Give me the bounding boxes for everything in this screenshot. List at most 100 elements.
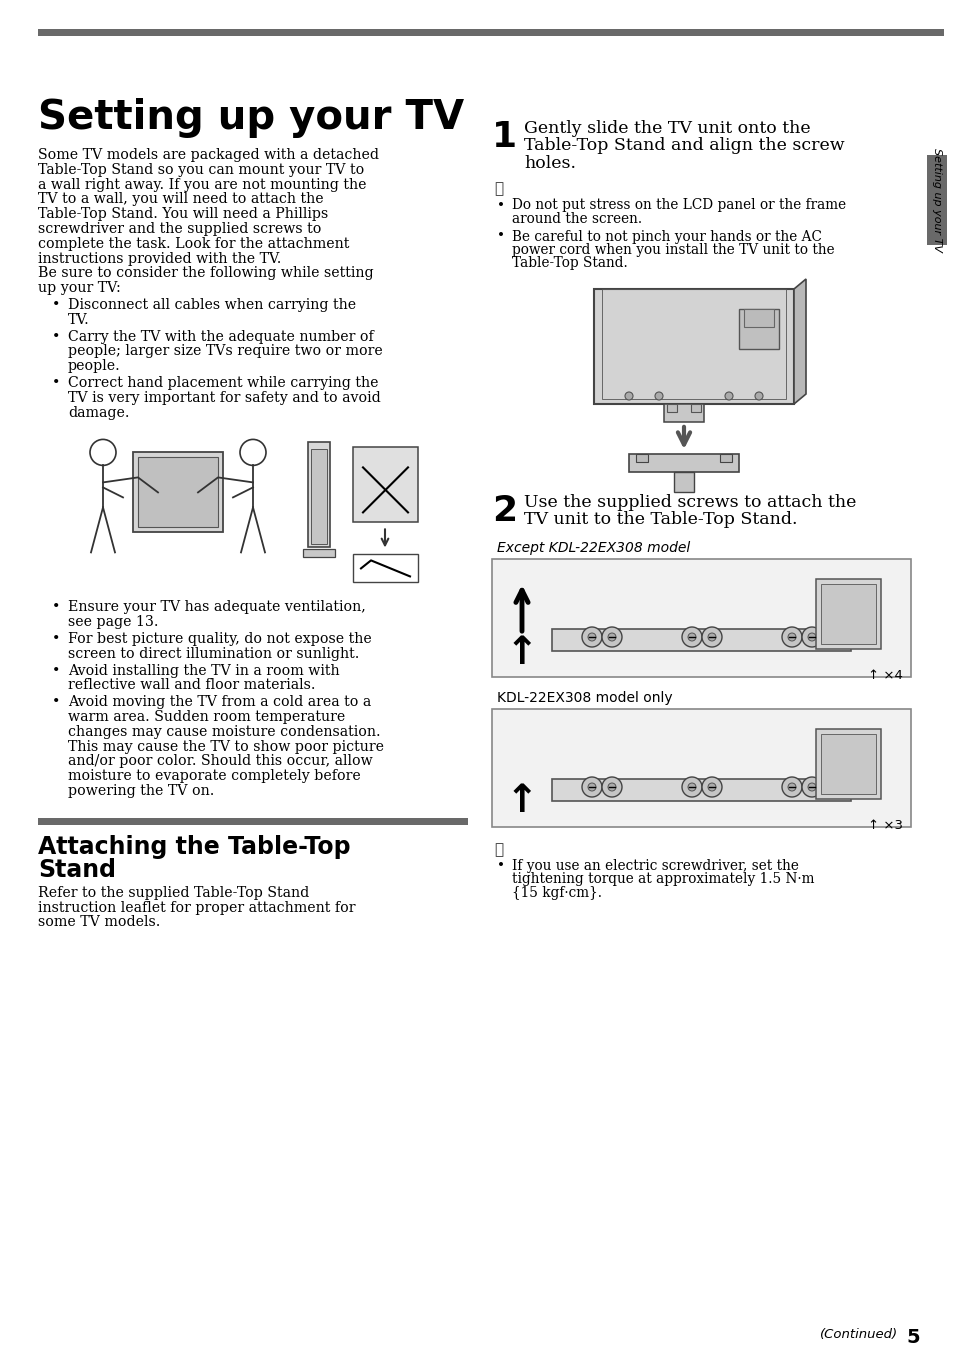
- Text: and/or poor color. Should this occur, allow: and/or poor color. Should this occur, al…: [68, 754, 373, 769]
- Circle shape: [681, 626, 701, 647]
- Text: This may cause the TV to show poor picture: This may cause the TV to show poor pictu…: [68, 739, 384, 754]
- Text: •: •: [497, 858, 504, 873]
- Text: Be sure to consider the following while setting: Be sure to consider the following while …: [38, 266, 374, 281]
- Bar: [628, 454, 739, 472]
- Text: For best picture quality, do not expose the: For best picture quality, do not expose …: [68, 632, 372, 645]
- Text: Correct hand placement while carrying the: Correct hand placement while carrying th…: [68, 376, 378, 391]
- Text: •: •: [497, 198, 504, 213]
- Circle shape: [601, 777, 621, 797]
- Text: •: •: [52, 601, 60, 614]
- Text: tightening torque at approximately 1.5 N·m: tightening torque at approximately 1.5 N…: [512, 872, 814, 887]
- Text: holes.: holes.: [523, 155, 576, 172]
- Polygon shape: [793, 279, 805, 404]
- Bar: [739, 309, 779, 348]
- Bar: [821, 584, 875, 644]
- Text: powering the TV on.: powering the TV on.: [68, 784, 214, 797]
- Bar: [690, 404, 700, 412]
- Bar: [636, 454, 647, 462]
- Circle shape: [587, 633, 596, 641]
- Circle shape: [754, 392, 762, 400]
- Circle shape: [701, 626, 721, 647]
- Text: TV is very important for safety and to avoid: TV is very important for safety and to a…: [68, 391, 380, 405]
- Circle shape: [781, 626, 801, 647]
- Text: Table-Top Stand so you can mount your TV to: Table-Top Stand so you can mount your TV…: [38, 163, 364, 176]
- Circle shape: [681, 777, 701, 797]
- Text: Carry the TV with the adequate number of: Carry the TV with the adequate number of: [68, 330, 374, 343]
- Text: Stand: Stand: [38, 858, 116, 881]
- Text: some TV models.: some TV models.: [38, 915, 160, 929]
- Circle shape: [687, 633, 696, 641]
- Text: ↑ ×4: ↑ ×4: [867, 669, 902, 682]
- Bar: [926, 155, 946, 245]
- Bar: [594, 289, 793, 404]
- Text: Table-Top Stand.: Table-Top Stand.: [512, 256, 627, 270]
- Text: •: •: [52, 632, 60, 645]
- Text: warm area. Sudden room temperature: warm area. Sudden room temperature: [68, 711, 345, 724]
- Text: moisture to evaporate completely before: moisture to evaporate completely before: [68, 769, 360, 784]
- Text: ↑ ×3: ↑ ×3: [867, 819, 902, 833]
- Text: Table-Top Stand and align the screw: Table-Top Stand and align the screw: [523, 137, 843, 155]
- Bar: [132, 453, 223, 533]
- Text: ↑: ↑: [505, 635, 537, 673]
- Text: (Continued): (Continued): [820, 1328, 897, 1341]
- Text: {15 kgf·cm}.: {15 kgf·cm}.: [512, 885, 601, 900]
- Text: ↑: ↑: [505, 782, 537, 820]
- Bar: [666, 404, 677, 412]
- Bar: [552, 629, 850, 651]
- Bar: [673, 472, 693, 492]
- Text: Use the supplied screws to attach the: Use the supplied screws to attach the: [523, 494, 856, 511]
- Bar: [815, 730, 880, 799]
- Text: •: •: [497, 229, 504, 244]
- Text: Setting up your TV: Setting up your TV: [931, 148, 941, 252]
- Text: Avoid installing the TV in a room with: Avoid installing the TV in a room with: [68, 663, 339, 678]
- Circle shape: [587, 782, 596, 791]
- Text: •: •: [52, 663, 60, 678]
- Bar: [492, 559, 910, 677]
- Text: Refer to the supplied Table-Top Stand: Refer to the supplied Table-Top Stand: [38, 885, 309, 900]
- Bar: [552, 778, 850, 801]
- Circle shape: [581, 626, 601, 647]
- Text: damage.: damage.: [68, 405, 130, 419]
- Text: Setting up your TV: Setting up your TV: [38, 98, 464, 138]
- Circle shape: [655, 392, 662, 400]
- Text: instruction leaflet for proper attachment for: instruction leaflet for proper attachmen…: [38, 900, 355, 914]
- Text: 1: 1: [492, 119, 517, 155]
- Text: people; larger size TVs require two or more: people; larger size TVs require two or m…: [68, 344, 382, 358]
- Text: Some TV models are packaged with a detached: Some TV models are packaged with a detac…: [38, 148, 378, 161]
- Bar: [353, 555, 417, 582]
- Text: see page 13.: see page 13.: [68, 616, 158, 629]
- Text: Table-Top Stand. You will need a Phillips: Table-Top Stand. You will need a Phillip…: [38, 207, 328, 221]
- Bar: [601, 289, 785, 399]
- Text: •: •: [52, 298, 60, 312]
- Text: Avoid moving the TV from a cold area to a: Avoid moving the TV from a cold area to …: [68, 696, 371, 709]
- Text: changes may cause moisture condensation.: changes may cause moisture condensation.: [68, 725, 380, 739]
- Bar: [38, 28, 943, 37]
- Text: people.: people.: [68, 359, 121, 373]
- Text: •: •: [52, 696, 60, 709]
- Text: screen to direct illumination or sunlight.: screen to direct illumination or sunligh…: [68, 647, 359, 660]
- Bar: [38, 818, 468, 824]
- Text: ℒ: ℒ: [494, 843, 502, 857]
- Bar: [492, 709, 910, 827]
- Text: a wall right away. If you are not mounting the: a wall right away. If you are not mounti…: [38, 178, 366, 191]
- Circle shape: [687, 782, 696, 791]
- Bar: [815, 579, 880, 650]
- Circle shape: [724, 392, 732, 400]
- Circle shape: [781, 777, 801, 797]
- Circle shape: [807, 782, 815, 791]
- Bar: [663, 404, 703, 422]
- Text: KDL-22EX308 model only: KDL-22EX308 model only: [497, 692, 672, 705]
- Circle shape: [581, 777, 601, 797]
- Text: instructions provided with the TV.: instructions provided with the TV.: [38, 252, 281, 266]
- Text: If you use an electric screwdriver, set the: If you use an electric screwdriver, set …: [512, 858, 798, 873]
- Text: power cord when you install the TV unit to the: power cord when you install the TV unit …: [512, 243, 834, 258]
- Bar: [311, 449, 327, 544]
- Circle shape: [601, 626, 621, 647]
- Text: •: •: [52, 376, 60, 391]
- Bar: [743, 309, 773, 327]
- Text: TV.: TV.: [68, 313, 90, 327]
- Circle shape: [801, 777, 821, 797]
- Text: TV to a wall, you will need to attach the: TV to a wall, you will need to attach th…: [38, 193, 323, 206]
- Circle shape: [807, 633, 815, 641]
- Circle shape: [787, 782, 795, 791]
